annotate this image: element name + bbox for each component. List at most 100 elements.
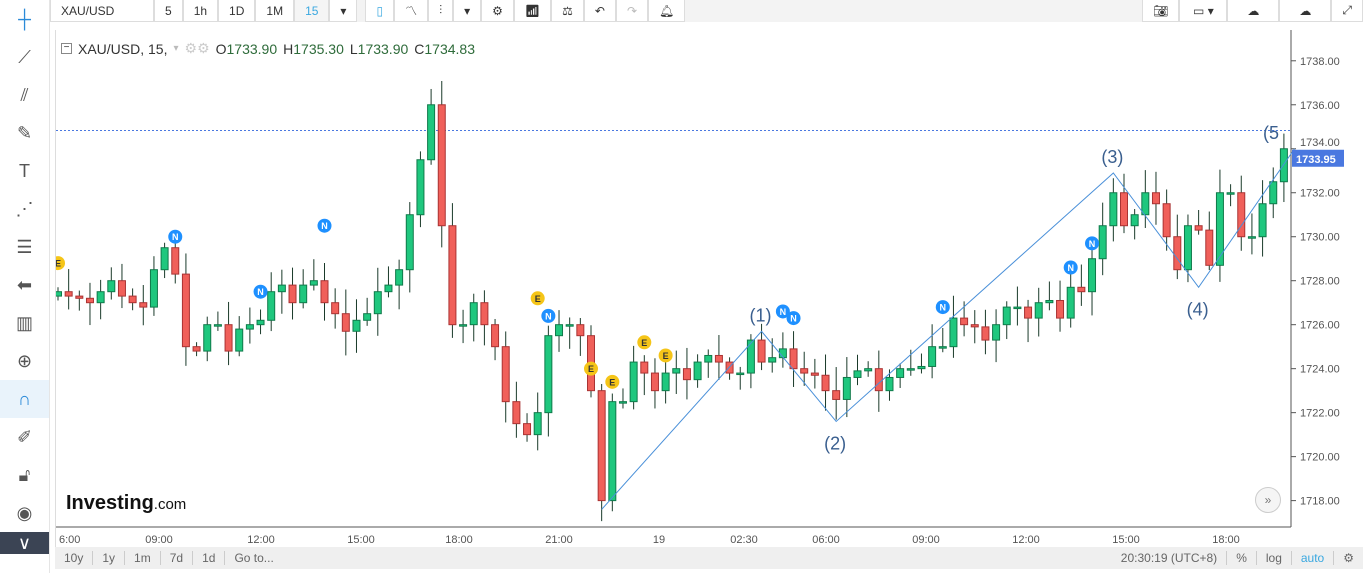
- percent-toggle[interactable]: %: [1227, 551, 1257, 565]
- range-7d[interactable]: 7d: [161, 551, 194, 565]
- legend-dropdown-icon[interactable]: ▾: [173, 43, 179, 54]
- y-tick-label: 1724.00: [1300, 364, 1340, 376]
- range-1y[interactable]: 1y: [93, 551, 126, 565]
- candle-body: [160, 247, 169, 271]
- x-tick-label: 15:00: [1112, 534, 1140, 546]
- earnings-event-icon: [605, 374, 620, 389]
- cloud-download-icon[interactable]: ☁: [1227, 0, 1280, 22]
- collapse-legend-icon[interactable]: −: [61, 43, 72, 54]
- candle-body: [288, 284, 297, 304]
- bars-icon[interactable]: ⫶: [428, 0, 454, 22]
- candle-body: [832, 390, 841, 400]
- cloud-upload-icon[interactable]: ☁: [1279, 0, 1332, 22]
- redo-icon[interactable]: ↷: [615, 0, 649, 22]
- x-tick-label: 18:00: [1212, 534, 1240, 546]
- legend-settings-icon[interactable]: ⚙⚙: [184, 40, 210, 56]
- candle-body: [1120, 192, 1128, 227]
- chart-type-dropdown[interactable]: ▾: [453, 0, 482, 22]
- symbol-input[interactable]: XAU/USD: [50, 0, 154, 22]
- magnet-icon[interactable]: ∩: [0, 380, 49, 418]
- candle-body: [1226, 192, 1235, 195]
- x-tick-label: 12:00: [1012, 534, 1040, 546]
- range-1d[interactable]: 1d: [193, 551, 226, 565]
- event-label: N: [790, 314, 797, 324]
- chart-settings-icon[interactable]: ⚙: [1343, 551, 1354, 565]
- range-10y[interactable]: 10y: [55, 551, 94, 565]
- wave-label: (4): [1187, 299, 1209, 319]
- event-label: N: [780, 307, 787, 317]
- camera-icon[interactable]: 📷︎: [1142, 0, 1180, 22]
- interval-15[interactable]: 15: [294, 0, 330, 22]
- event-label: N: [257, 287, 264, 297]
- candle-body: [1205, 229, 1214, 266]
- event-label: E: [641, 338, 647, 348]
- candle-body: [544, 335, 553, 414]
- text-icon[interactable]: T: [19, 160, 30, 181]
- measure-icon[interactable]: ☰: [16, 236, 33, 257]
- brush-icon[interactable]: ✎: [16, 122, 33, 143]
- x-tick-label: 06:00: [812, 534, 840, 546]
- collapse-icon[interactable]: ∨: [0, 532, 49, 554]
- indicators-icon[interactable]: 📶︎: [513, 0, 552, 22]
- candles-icon[interactable]: ▯: [365, 0, 395, 22]
- news-event-icon: [253, 284, 268, 299]
- candle-body: [682, 368, 691, 381]
- x-tick-label: 09:00: [145, 534, 173, 546]
- trend-line-icon[interactable]: ⟋: [18, 46, 31, 67]
- plot-area: [56, 30, 1291, 527]
- crosshair-icon[interactable]: ┼: [18, 8, 31, 29]
- candle-body: [1034, 302, 1043, 319]
- fib-icon[interactable]: ⫽: [20, 84, 29, 105]
- layout-icon[interactable]: ▭ ▾: [1179, 0, 1228, 22]
- candle-body: [309, 280, 318, 286]
- auto-toggle[interactable]: auto: [1292, 551, 1335, 565]
- y-tick-label: 1720.00: [1300, 452, 1340, 464]
- unlock-icon[interactable]: 🔓︎: [18, 464, 31, 485]
- candle-body: [608, 401, 617, 502]
- candle-body: [85, 297, 94, 304]
- price-chart[interactable]: 1738.00 1736.00 1734.00 1732.00 1730.00 1728.…: [55, 30, 1363, 549]
- candle-body: [224, 324, 233, 352]
- interval-1d[interactable]: 1D: [218, 0, 256, 22]
- candle-body: [864, 368, 873, 372]
- candle-body: [650, 372, 659, 392]
- interval-dropdown[interactable]: ▾: [329, 0, 358, 22]
- candle-body: [1141, 192, 1150, 216]
- candle-body: [501, 346, 510, 403]
- goto-button[interactable]: Go to...: [234, 551, 274, 565]
- indicators-icon[interactable]: ▥: [15, 312, 33, 333]
- log-toggle[interactable]: log: [1257, 551, 1292, 565]
- settings-icon[interactable]: ⚙: [481, 0, 514, 22]
- open-value: O1733.90: [215, 40, 278, 57]
- candle-body: [1002, 306, 1011, 326]
- compare-icon[interactable]: ⚖: [551, 0, 584, 22]
- candle-body: [1173, 236, 1182, 271]
- range-1m[interactable]: 1m: [125, 551, 161, 565]
- candle-body: [171, 247, 180, 275]
- event-label: N: [1067, 263, 1074, 273]
- alert-icon[interactable]: 🔔︎: [648, 0, 686, 22]
- candle-body: [672, 368, 681, 374]
- candle-body: [491, 324, 500, 348]
- interval-1m[interactable]: 1M: [255, 0, 295, 22]
- clock: 20:30:19 (UTC+8): [1112, 551, 1228, 565]
- candle-body: [789, 348, 798, 370]
- event-label: N: [545, 311, 552, 321]
- interval-5[interactable]: 5: [154, 0, 183, 22]
- candle-body: [597, 390, 606, 502]
- undo-icon[interactable]: ↶: [583, 0, 616, 22]
- news-event-icon: [935, 300, 950, 315]
- candle-body: [352, 319, 361, 332]
- fullscreen-icon[interactable]: ⤢: [1331, 0, 1363, 22]
- scroll-to-end-button[interactable]: »: [1255, 487, 1281, 513]
- interval-1h[interactable]: 1h: [182, 0, 219, 22]
- lock-drawing-icon[interactable]: ✐: [16, 426, 33, 447]
- candle-body: [469, 302, 478, 326]
- area-chart-icon[interactable]: 〽: [394, 0, 429, 22]
- earnings-event-icon: [530, 291, 545, 306]
- earnings-event-icon: [584, 361, 598, 376]
- zoom-icon[interactable]: ⊕: [16, 350, 33, 371]
- pattern-icon[interactable]: ⋰: [15, 198, 34, 219]
- eye-icon[interactable]: ◉: [16, 502, 33, 523]
- back-arrow-icon[interactable]: ⬅: [16, 274, 33, 295]
